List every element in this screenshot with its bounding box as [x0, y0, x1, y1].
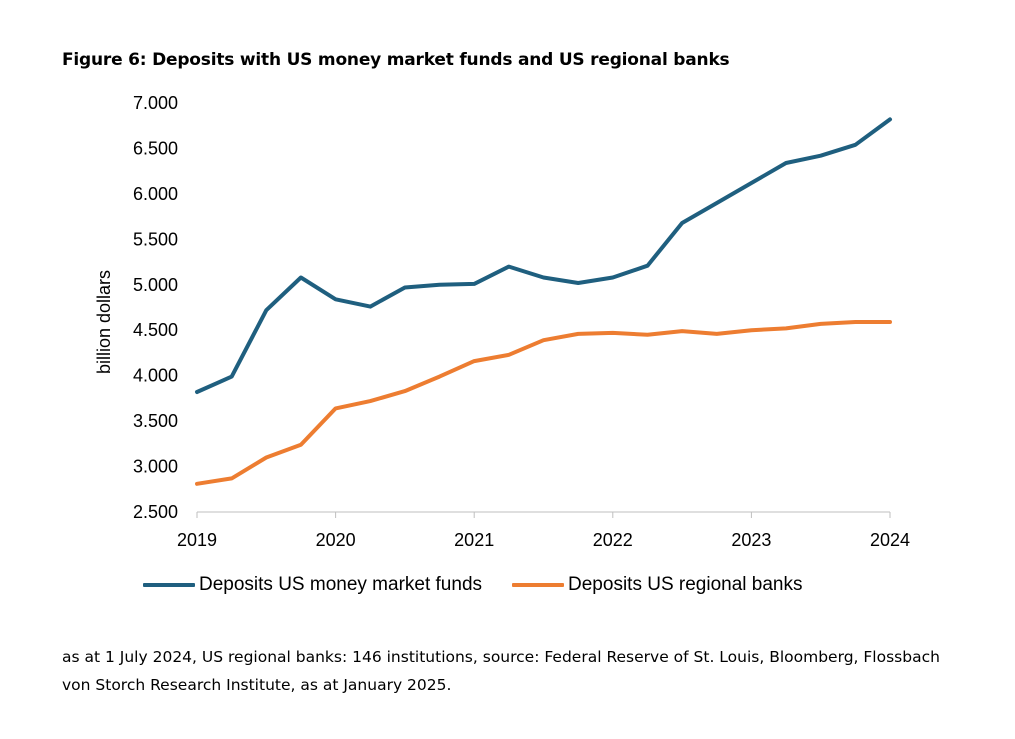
- y-axis-label-group: billion dollars: [94, 270, 114, 374]
- x-tick-label: 2020: [316, 530, 356, 550]
- x-tick-label: 2019: [177, 530, 217, 550]
- y-tick-label: 5.500: [133, 229, 178, 249]
- x-axis: 2019 2020 2021 2022 2023 2024: [177, 511, 910, 550]
- legend-item-money-market-funds: Deposits US money market funds: [143, 574, 482, 596]
- y-tick-label: 4.500: [133, 320, 178, 340]
- y-tick-label: 6.500: [133, 138, 178, 158]
- legend-label-regional-banks: Deposits US regional banks: [568, 574, 803, 595]
- x-tick-label: 2022: [593, 530, 633, 550]
- series-line-regional-banks: [195, 320, 892, 486]
- legend-item-regional-banks: Deposits US regional banks: [512, 574, 802, 596]
- y-tick-label: 2.500: [133, 502, 178, 522]
- x-tick-label: 2024: [870, 530, 910, 550]
- legend-swatch-regional-banks: [512, 583, 565, 587]
- footnote: as at 1 July 2024, US regional banks: 14…: [62, 648, 940, 694]
- y-tick-label: 3.000: [133, 457, 178, 477]
- legend: Deposits US money market funds Deposits …: [143, 574, 832, 596]
- y-tick-label: 4.000: [133, 366, 178, 386]
- y-tick-label: 7.000: [133, 93, 178, 113]
- y-axis-label: billion dollars: [94, 270, 114, 374]
- chart-title: Figure 6: Deposits with US money market …: [62, 50, 730, 70]
- legend-label-money-market-funds: Deposits US money market funds: [199, 574, 483, 595]
- legend-swatch-money-market-funds: [143, 583, 195, 587]
- y-tick-label: 6.000: [133, 184, 178, 204]
- x-tick-label: 2023: [731, 530, 771, 550]
- x-tick-label: 2021: [454, 530, 494, 550]
- line-chart: billion dollars 2.500 3.000 3.500 4.000 4.50…: [94, 93, 910, 550]
- y-tick-label: 5.000: [133, 275, 178, 295]
- y-axis-ticks: 2.500 3.000 3.500 4.000 4.500 5.000 5.500 6.000…: [133, 93, 178, 522]
- series-line-money-market-funds: [195, 117, 892, 394]
- y-tick-label: 3.500: [133, 411, 178, 431]
- series-lines: [195, 117, 892, 486]
